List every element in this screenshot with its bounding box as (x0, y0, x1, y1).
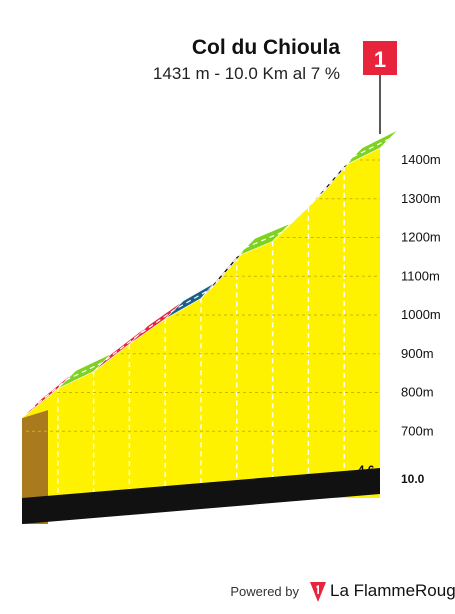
start-block (22, 410, 48, 524)
elevation-tick-label: 1100m (401, 268, 440, 283)
km-tick-label: 4 (160, 514, 167, 528)
gradient-label: 5.3 (179, 493, 196, 507)
summit-category-label: 1 (374, 47, 386, 72)
footer: Powered by La FlammeRouge (0, 580, 455, 604)
km-tick-label: 6 (231, 508, 238, 522)
gradient-label: 10.8 (211, 490, 235, 504)
gradient-label: 7.1 (107, 499, 124, 513)
brand-name: La FlammeRouge (330, 581, 455, 600)
km-tick-label: 8 (303, 502, 310, 516)
climb-subtitle: 1431 m - 10.0 Km al 7 % (152, 64, 340, 83)
total-distance-label: 10.0 (401, 472, 425, 486)
elevation-tick-label: 900m (401, 346, 434, 361)
gradient-label: 6.5 (143, 496, 160, 510)
gradient-label: 7.6 (36, 505, 53, 519)
km-tick-label: 1 (52, 523, 59, 537)
elevation-tick-label: 800m (401, 385, 434, 400)
gradient-label: 4.6 (358, 463, 375, 477)
elevation-tick-label: 1400m (401, 152, 441, 167)
ribbon-centerline (30, 138, 390, 410)
km-tick-label: 7 (267, 505, 274, 519)
base-band (22, 468, 380, 524)
gradient-label: 3.9 (250, 487, 267, 501)
elevation-tick-label: 700m (401, 423, 434, 438)
gradient-label: 10.6 (319, 481, 343, 495)
climb-title: Col du Chioula (191, 36, 340, 59)
km-tick-label: 2 (88, 520, 95, 534)
powered-by-label: Powered by (230, 584, 299, 599)
gradient-label: 4.4 (71, 502, 88, 516)
summit-flag-icon (363, 41, 397, 75)
profile-area (22, 147, 380, 499)
flamme-rouge-logo-icon (310, 582, 326, 602)
elevation-tick-label: 1000m (401, 307, 441, 322)
gradient-label: 8.9 (286, 484, 303, 498)
km-tick-label: 9 (339, 499, 346, 513)
km-tick-label: 5 (196, 511, 203, 525)
elevation-tick-label: 1200m (401, 230, 441, 245)
km-tick-label: 3 (124, 517, 131, 531)
elevation-tick-label: 1300m (401, 191, 441, 206)
